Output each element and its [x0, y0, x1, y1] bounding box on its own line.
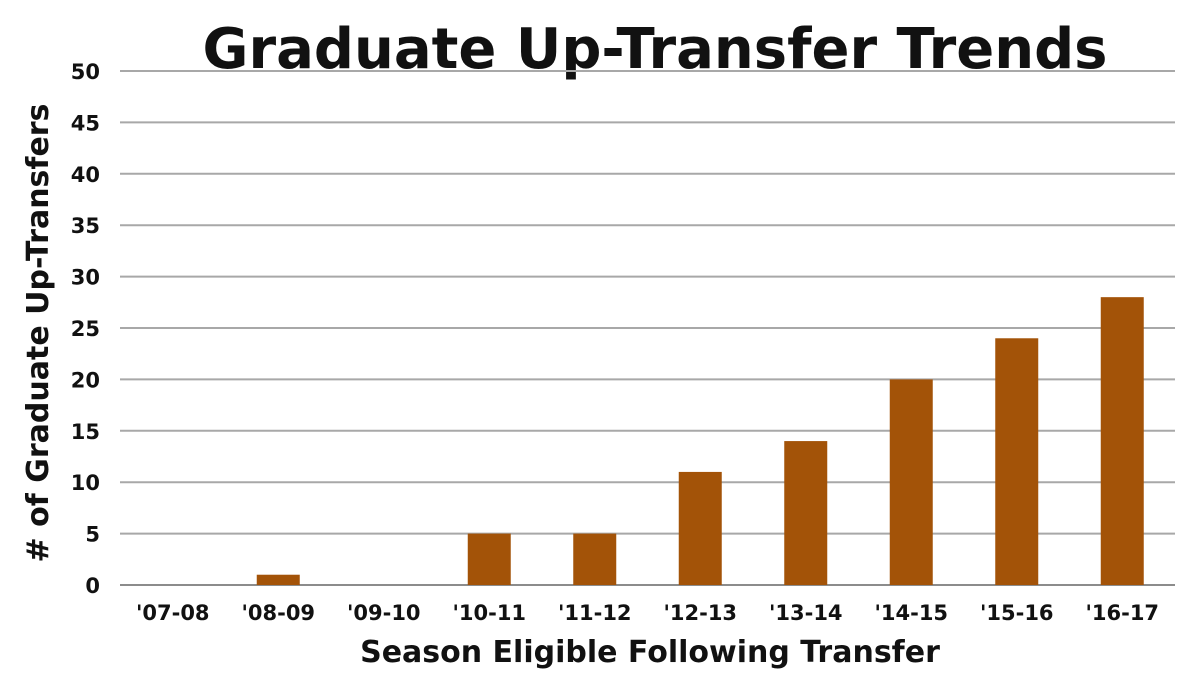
bar	[678, 471, 722, 585]
x-tick-label: '15-16	[980, 601, 1054, 625]
gridlines	[120, 70, 1175, 586]
y-axis-label: # of Graduate Up-Transfers	[21, 104, 56, 563]
x-tick-label: '12-13	[663, 601, 737, 625]
x-tick-label: '14-15	[874, 601, 948, 625]
y-tick-label: 0	[85, 574, 100, 598]
y-tick-label: 30	[71, 266, 100, 290]
y-tick-label: 15	[71, 420, 100, 444]
x-tick-label: '09-10	[347, 601, 421, 625]
y-tick-labels: 0 5 10 15 20 25 30 35 40 45 50	[71, 60, 100, 598]
x-axis-label: Season Eligible Following Transfer	[360, 635, 940, 670]
x-tick-label: '08-09	[241, 601, 315, 625]
bar	[1100, 297, 1144, 585]
y-tick-label: 5	[85, 523, 100, 547]
x-tick-label: '07-08	[136, 601, 210, 625]
y-tick-label: 20	[71, 368, 100, 392]
bar	[256, 574, 300, 585]
y-tick-label: 50	[71, 60, 100, 84]
x-tick-label: '13-14	[769, 601, 843, 625]
x-tick-labels: '07-08 '08-09 '09-10 '10-11 '11-12 '12-13 '13-…	[136, 601, 1159, 625]
x-tick-label: '16-17	[1085, 601, 1159, 625]
y-tick-label: 35	[71, 214, 100, 238]
bar	[995, 338, 1039, 585]
bar	[784, 441, 828, 585]
bars	[256, 297, 1144, 585]
y-tick-label: 10	[71, 471, 100, 495]
bar	[889, 379, 933, 585]
chart-title: Graduate Up-Transfer Trends	[203, 17, 1108, 82]
x-tick-label: '10-11	[452, 601, 526, 625]
y-tick-label: 45	[71, 111, 100, 135]
y-tick-label: 25	[71, 317, 100, 341]
y-tick-label: 40	[71, 163, 100, 187]
bar	[467, 533, 511, 585]
bar	[573, 533, 617, 585]
x-tick-label: '11-12	[558, 601, 632, 625]
